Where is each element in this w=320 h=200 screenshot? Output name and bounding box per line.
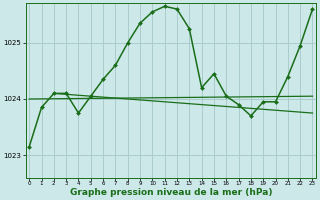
X-axis label: Graphe pression niveau de la mer (hPa): Graphe pression niveau de la mer (hPa) (69, 188, 272, 197)
